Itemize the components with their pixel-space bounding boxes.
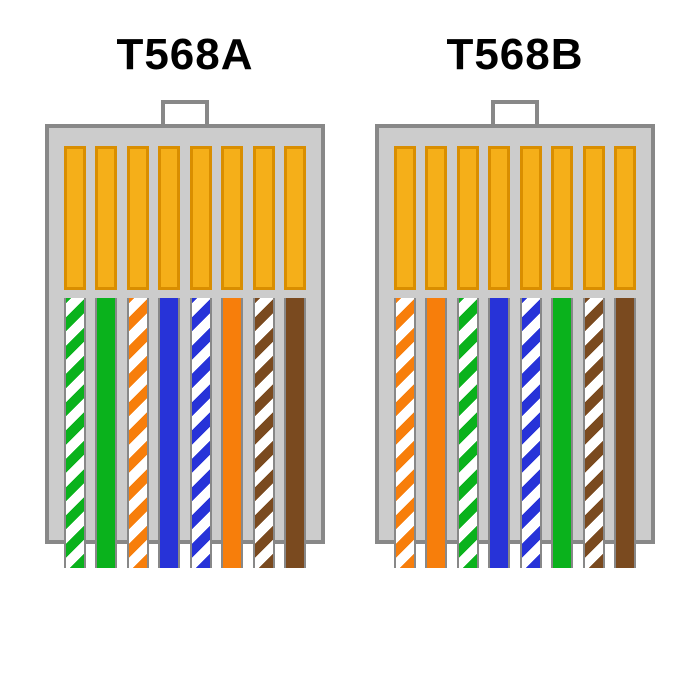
- wire: [614, 298, 636, 568]
- rj45-connector: [375, 100, 655, 570]
- pin: [284, 146, 306, 290]
- wire: [221, 298, 243, 568]
- pin: [520, 146, 542, 290]
- pin: [127, 146, 149, 290]
- rj45-connector: [45, 100, 325, 570]
- pin: [190, 146, 212, 290]
- pin: [425, 146, 447, 290]
- wires-row: [64, 298, 306, 568]
- connector-body: [45, 124, 325, 544]
- pin: [394, 146, 416, 290]
- wire: [158, 298, 180, 568]
- pin: [221, 146, 243, 290]
- pin: [253, 146, 275, 290]
- wire: [284, 298, 306, 568]
- wire: [583, 298, 605, 568]
- wire: [64, 298, 86, 568]
- wire: [253, 298, 275, 568]
- wire: [520, 298, 542, 568]
- connector-t568a: T568A: [45, 30, 325, 570]
- pins-row: [394, 146, 636, 290]
- wire: [425, 298, 447, 568]
- pin: [64, 146, 86, 290]
- pin: [551, 146, 573, 290]
- connector-body: [375, 124, 655, 544]
- wire: [488, 298, 510, 568]
- pin: [614, 146, 636, 290]
- connector-clip: [491, 100, 539, 126]
- connector-t568b: T568B: [375, 30, 655, 570]
- diagram-container: T568A T568B: [0, 0, 700, 570]
- wire: [190, 298, 212, 568]
- connector-title: T568A: [116, 30, 253, 80]
- wire: [457, 298, 479, 568]
- wires-row: [394, 298, 636, 568]
- pins-row: [64, 146, 306, 290]
- pin: [583, 146, 605, 290]
- pin: [457, 146, 479, 290]
- wire: [95, 298, 117, 568]
- wire: [394, 298, 416, 568]
- pin: [488, 146, 510, 290]
- pin: [95, 146, 117, 290]
- pin: [158, 146, 180, 290]
- wire: [551, 298, 573, 568]
- connector-title: T568B: [446, 30, 583, 80]
- wire: [127, 298, 149, 568]
- connector-clip: [161, 100, 209, 126]
